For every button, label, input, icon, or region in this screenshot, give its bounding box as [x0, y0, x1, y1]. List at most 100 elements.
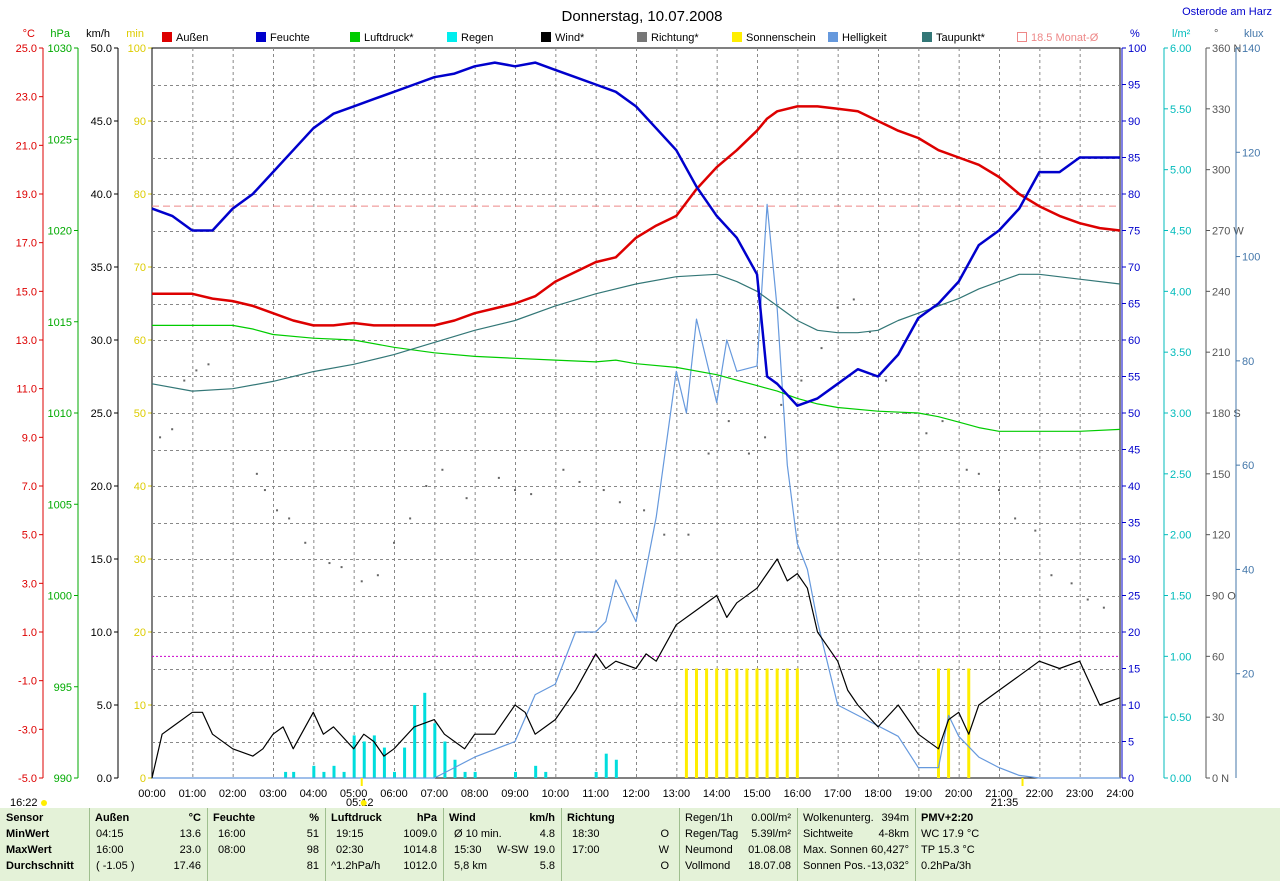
axis-tick-label: 50	[1128, 408, 1140, 420]
wind-title: Wind	[449, 812, 476, 824]
axis-tick-label: 45	[1128, 445, 1140, 457]
sunset-tick	[1021, 778, 1024, 786]
direction-point	[868, 330, 871, 333]
rain-bar	[352, 735, 356, 778]
richtung-title: Richtung	[567, 812, 615, 824]
axis-tick-label: 40	[1242, 564, 1254, 576]
luftdruck-min-value: 1009.0	[403, 828, 437, 840]
max-sonnen-label: Max. Sonnen	[803, 844, 868, 856]
sunrise-tick	[360, 778, 363, 786]
aussen-min-time: 04:15	[96, 828, 124, 840]
aussen-min-value: 13.6	[179, 828, 201, 840]
series-feuchte-line	[151, 61, 1120, 407]
aussen-avg-trend: ( -1.05 )	[96, 860, 135, 872]
axis-tick-label: 330	[1212, 104, 1230, 116]
axis-tick-label: 50	[134, 408, 146, 420]
direction-point	[1034, 529, 1037, 532]
sunshine-bar	[967, 668, 971, 778]
windchill-value: WC 17.9 °C	[921, 828, 980, 840]
legend-swatch	[541, 32, 551, 42]
rain-bar	[544, 771, 548, 778]
axis-tick-label: 1015	[48, 317, 72, 329]
axis-tick-label: 15.0	[16, 286, 37, 298]
axis-tick-label: 150	[1212, 469, 1230, 481]
regen-1h-label: Regen/1h	[685, 812, 733, 824]
legend-swatch	[637, 32, 647, 42]
direction-point	[578, 480, 581, 483]
axis-tick-label: 3.50	[1170, 347, 1191, 359]
luftdruck-min-time: 19:15	[336, 828, 364, 840]
axis-tick-label: 140	[1242, 43, 1260, 55]
time-tick-label: 18:00	[864, 788, 892, 800]
axis-tick-label: 25	[1128, 591, 1140, 603]
footer-col-richtung: Richtung 18:30 O 17:00 W O	[561, 808, 679, 881]
axis-tick-label: 21.0	[16, 140, 37, 152]
axis-tick-label: 1025	[48, 134, 72, 146]
sunshine-bar	[725, 668, 729, 778]
axis-tick-label: 75	[1128, 226, 1140, 238]
wind-distance: 5,8 km	[454, 860, 488, 872]
neumond-value: 01.08.08	[748, 844, 791, 856]
feuchte-unit: %	[309, 812, 319, 824]
axis-tick-label: 270 W	[1212, 226, 1244, 238]
axis-tick-label: 1.50	[1170, 591, 1191, 603]
axis-tick-label: 2.50	[1170, 469, 1191, 481]
feuchte-max-value: 98	[306, 844, 319, 856]
direction-point	[602, 489, 605, 492]
axis-tick-label: 995	[54, 682, 72, 694]
direction-point	[941, 420, 944, 423]
chart-title: Donnerstag, 10.07.2008	[562, 8, 723, 25]
pressure-trend-value: 0.2hPa/3h	[921, 860, 972, 872]
direction-point	[425, 485, 428, 487]
axis-tick-label: 3.0	[22, 578, 37, 590]
max-sonnen-value: 60,427°	[870, 844, 909, 856]
axis-tick-label: 19.0	[16, 189, 37, 201]
left-axes: °C 25.0 23.0 21.0 19.0 17.0 15.0 13.0 11.0 9.0 7.0…	[16, 28, 153, 785]
wind-avg-value: 5.8	[539, 860, 555, 872]
sonnen-pos-value: -13,032°	[867, 860, 909, 872]
axis-unit-right: °	[1214, 28, 1218, 40]
series-wind-line	[151, 558, 1121, 779]
axis-tick-label: 30	[1128, 554, 1140, 566]
series-taupunkt-line	[151, 273, 1121, 392]
legend-swatch	[447, 32, 457, 42]
row-label-avg: Durchschnitt	[6, 860, 74, 872]
footer-col-rowlabels: Sensor MinWert MaxWert Durchschnitt	[0, 808, 88, 881]
time-tick-label: 22:00	[1026, 788, 1054, 800]
summary-table: Sensor MinWert MaxWert Durchschnitt Auße…	[0, 808, 1280, 881]
axis-tick-label: 60	[1242, 460, 1254, 472]
axis-tick-label: 15.0	[91, 554, 112, 566]
direction-point	[393, 541, 395, 544]
axis-tick-label: 100	[1242, 252, 1260, 264]
time-tick-label: 09:00	[501, 788, 529, 800]
axis-tick-label: 40	[1128, 481, 1140, 493]
legend-label: Außen	[176, 32, 208, 44]
direction-point	[530, 493, 533, 496]
axis-tick-label: 20.0	[91, 481, 112, 493]
axis-tick-label: 0.0	[97, 773, 112, 785]
axis-tick-label: 990	[54, 773, 72, 785]
wolkenunterg-label: Wolkenunterg.	[803, 812, 874, 824]
axis-tick-label: 0.50	[1170, 712, 1191, 724]
axis-tick-label: 40.0	[91, 189, 112, 201]
sichtweite-label: Sichtweite	[803, 828, 854, 840]
aussen-unit: °C	[188, 812, 201, 824]
time-tick-label: 15:00	[743, 788, 771, 800]
aussen-max-time: 16:00	[96, 844, 124, 856]
axis-tick-label: 6.00	[1170, 43, 1191, 55]
direction-point	[1102, 606, 1105, 609]
pmv-value: PMV+2:20	[921, 812, 974, 824]
time-tick-label: 12:00	[622, 788, 650, 800]
direction-point	[376, 574, 379, 577]
weather-chart: Donnerstag, 10.07.2008 Osterode am Harz …	[10, 6, 1272, 808]
axis-tick-label: 20	[134, 627, 146, 639]
direction-point	[800, 379, 803, 382]
direction-point	[207, 363, 210, 366]
axis-unit-left: °C	[23, 28, 35, 40]
rain-bar	[413, 705, 417, 778]
axis-tick-label: 9.0	[22, 432, 37, 444]
rain-bar	[342, 771, 346, 778]
sunshine-bar	[785, 668, 789, 778]
axis-unit-left: hPa	[50, 28, 70, 40]
rain-bar	[403, 747, 407, 778]
